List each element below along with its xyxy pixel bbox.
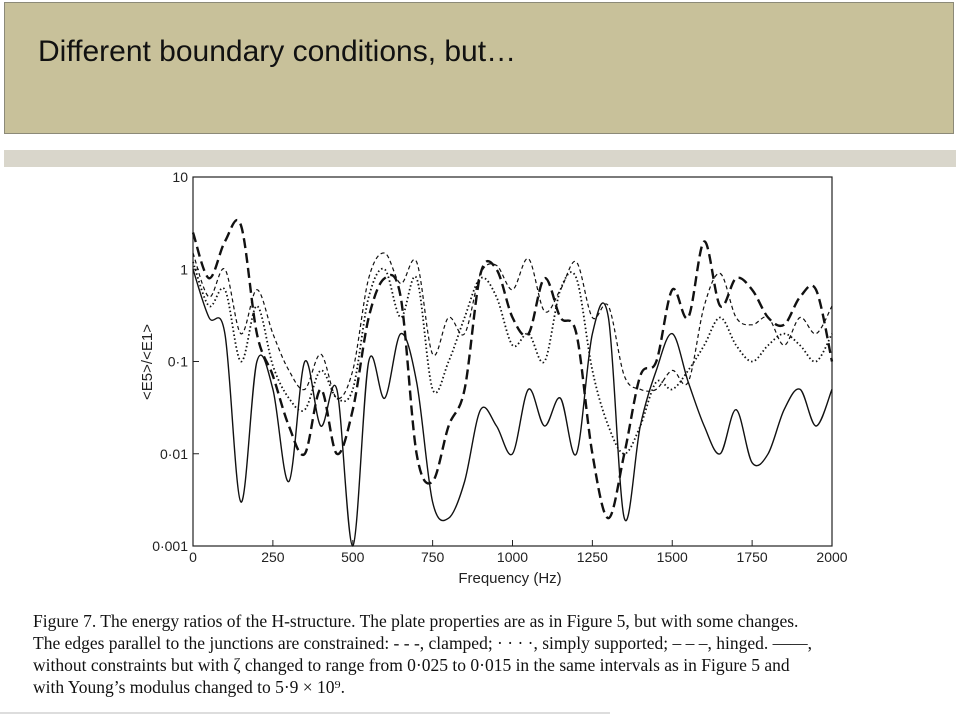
energy-ratio-chart: 0·001 0·01 0·1 1 10 0 250 500 750 1000 1250 1500 17… (139, 169, 848, 587)
x-tick-label: 1500 (657, 549, 688, 565)
caption-line-1: Figure 7. The energy ratios of the H-str… (33, 611, 799, 631)
series-line-dash-small (192, 252, 833, 400)
x-tick-label: 250 (261, 549, 285, 565)
plot-frame (192, 176, 833, 547)
series-line-dotted (192, 261, 833, 455)
bottom-rule (0, 712, 610, 714)
caption-line-4: with Young’s modulus changed to 5·9 × 10… (33, 677, 346, 697)
title-bar: Different boundary conditions, but… (4, 2, 954, 134)
y-tick-label: 0·001 (152, 538, 188, 554)
plot-border (192, 176, 833, 547)
x-tick-label: 2000 (816, 549, 847, 565)
figure-caption: Figure 7. The energy ratios of the H-str… (33, 610, 953, 698)
separator-bar (4, 150, 956, 167)
y-tick-label: 0·1 (168, 354, 188, 370)
x-tick-label: 750 (421, 549, 445, 565)
caption-line-2: The edges parallel to the junctions are … (33, 633, 813, 653)
y-tick-label: 10 (172, 169, 188, 185)
y-tick-label: 0·01 (160, 446, 188, 462)
y-axis-ticks: 0·001 0·01 0·1 1 10 (152, 169, 199, 554)
x-tick-label: 500 (341, 549, 365, 565)
y-tick-label: 1 (180, 261, 188, 277)
series-layer (191, 218, 834, 547)
series-line-solid (192, 269, 833, 547)
x-tick-label: 1250 (577, 549, 608, 565)
x-axis-label: Frequency (Hz) (458, 570, 561, 587)
x-tick-label: 0 (189, 549, 197, 565)
x-tick-label: 1000 (497, 549, 528, 565)
series-line-dash-large (191, 218, 834, 520)
y-axis-label: <E5>/<E1> (139, 324, 156, 400)
x-axis-ticks: 0 250 500 750 1000 1250 1500 1750 2000 (189, 540, 848, 565)
caption-line-3: without constraints but with ζ changed t… (33, 655, 790, 675)
slide-title: Different boundary conditions, but… (38, 35, 517, 68)
x-tick-label: 1750 (737, 549, 768, 565)
